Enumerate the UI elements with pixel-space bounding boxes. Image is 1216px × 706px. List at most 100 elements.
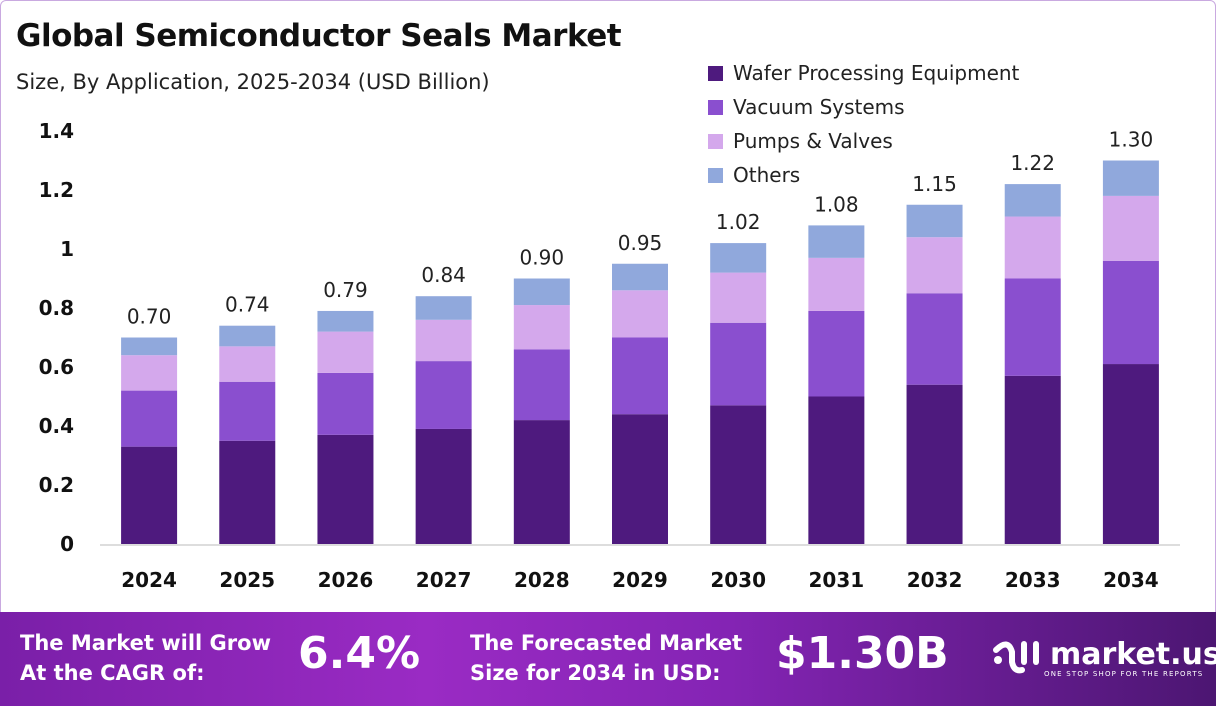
bar-segment xyxy=(612,263,668,291)
legend-swatch xyxy=(708,167,723,183)
cagr-value: 6.4% xyxy=(298,628,421,679)
y-tick-label: 1 xyxy=(60,237,74,261)
bar-segment xyxy=(1102,160,1159,196)
legend-label: Vacuum Systems xyxy=(733,95,905,119)
forecast-label-line: The Forecasted Market xyxy=(470,631,743,655)
legend: Wafer Processing Equipment Vacuum System… xyxy=(708,56,1019,192)
total-label: 0.70 xyxy=(127,305,172,329)
x-tick-label: 2025 xyxy=(219,568,275,592)
x-tick-label: 2031 xyxy=(809,568,865,592)
bar-segment xyxy=(1004,184,1061,217)
total-label: 0.79 xyxy=(323,278,368,302)
bar-segment xyxy=(415,361,472,429)
x-tick-label: 2034 xyxy=(1103,568,1159,592)
total-label: 0.74 xyxy=(225,293,270,317)
bar-segment xyxy=(1004,216,1061,279)
bar-segment xyxy=(317,434,374,544)
chart-subtitle: Size, By Application, 2025-2034 (USD Bil… xyxy=(16,70,490,94)
y-tick-label: 1.4 xyxy=(39,119,74,143)
legend-label: Pumps & Valves xyxy=(733,129,893,153)
bar-segment xyxy=(1004,278,1061,376)
total-label: 1.08 xyxy=(814,192,859,216)
total-label: 0.84 xyxy=(421,263,466,287)
y-tick-label: 1.2 xyxy=(39,178,74,202)
bar-segment xyxy=(906,384,963,544)
bar-segment xyxy=(415,428,472,544)
y-tick-label: 0.8 xyxy=(39,296,74,320)
bar-segment xyxy=(710,272,767,323)
bar-segment xyxy=(317,310,374,332)
logo-tagline: ONE STOP SHOP FOR THE REPORTS xyxy=(1044,670,1204,678)
x-tick-label: 2024 xyxy=(121,568,177,592)
x-tick-label: 2030 xyxy=(710,568,766,592)
x-tick-label: 2033 xyxy=(1005,568,1061,592)
bar-segment xyxy=(808,257,865,311)
legend-label: Others xyxy=(733,163,801,187)
cagr-label: The Market will Grow At the CAGR of: xyxy=(20,628,271,688)
bar-segment xyxy=(513,305,570,350)
x-tick-label: 2027 xyxy=(416,568,472,592)
x-tick-label: 2029 xyxy=(612,568,668,592)
legend-swatch xyxy=(708,99,723,115)
bar-segment xyxy=(219,346,276,382)
bar-segment xyxy=(219,325,276,347)
bar-chart: 0 0.2 0.4 0.6 0.8 1 1.2 1.4 0.70 2024 0.74 2025 0.79… xyxy=(39,119,1180,592)
logo-icon xyxy=(993,641,1039,674)
bar-segment xyxy=(513,349,570,421)
bar-segment xyxy=(906,237,963,294)
bar-segment xyxy=(415,319,472,362)
cagr-label-line: The Market will Grow xyxy=(20,631,271,655)
bar-segment xyxy=(808,396,865,544)
bar-segment xyxy=(906,204,963,238)
cagr-label-line: At the CAGR of: xyxy=(20,661,205,685)
x-tick-label: 2026 xyxy=(318,568,374,592)
bar-segment xyxy=(906,293,963,385)
bar-segment xyxy=(612,290,668,338)
bar-segment xyxy=(1102,364,1159,544)
y-tick-label: 0.6 xyxy=(39,355,74,379)
chart-title: Global Semiconductor Seals Market xyxy=(16,18,622,54)
x-tick-label: 2028 xyxy=(514,568,570,592)
bar-segment xyxy=(415,296,472,320)
legend-swatch xyxy=(708,133,723,149)
bar-segment xyxy=(1102,260,1159,365)
legend-item: Vacuum Systems xyxy=(708,90,1019,124)
total-label: 0.90 xyxy=(520,246,565,270)
total-label: 1.02 xyxy=(716,210,761,234)
bar-segment xyxy=(121,390,178,447)
bar-segment xyxy=(219,440,276,544)
legend-swatch xyxy=(708,65,723,81)
bar-segment xyxy=(219,381,276,441)
bar-segment xyxy=(612,337,668,415)
forecast-label-line: Size for 2034 in USD: xyxy=(470,661,721,685)
bar-segment xyxy=(121,446,178,544)
bar-segment xyxy=(710,322,767,406)
x-tick-label: 2032 xyxy=(907,568,963,592)
bar-segment xyxy=(1102,195,1159,261)
bar-segment xyxy=(317,331,374,373)
bar-segment xyxy=(121,337,178,356)
bar-segment xyxy=(513,278,570,306)
legend-label: Wafer Processing Equipment xyxy=(733,61,1020,85)
bar-segment xyxy=(513,420,570,544)
bar-segment xyxy=(710,243,767,273)
legend-item: Wafer Processing Equipment xyxy=(708,56,1019,90)
bar-segment xyxy=(808,225,865,258)
bar-segment xyxy=(121,355,178,391)
total-label: 1.30 xyxy=(1109,128,1154,152)
total-label: 0.95 xyxy=(618,231,663,255)
total-label: 1.15 xyxy=(912,172,957,196)
bar-segment xyxy=(612,414,668,544)
forecast-label: The Forecasted Market Size for 2034 in US… xyxy=(470,628,742,688)
market-us-logo: market.us ONE STOP SHOP FOR THE REPORTS xyxy=(992,634,1216,678)
y-tick-label: 0.2 xyxy=(39,473,74,497)
bar-segment xyxy=(710,405,767,544)
y-tick-label: 0 xyxy=(60,532,74,556)
total-label: 1.22 xyxy=(1010,151,1055,175)
bar-segment xyxy=(1004,375,1061,544)
bar-segment xyxy=(808,310,865,397)
forecast-value: $1.30B xyxy=(776,628,949,679)
legend-item: Pumps & Valves xyxy=(708,124,1019,158)
y-tick-label: 0.4 xyxy=(39,414,74,438)
bar-segment xyxy=(317,372,374,435)
